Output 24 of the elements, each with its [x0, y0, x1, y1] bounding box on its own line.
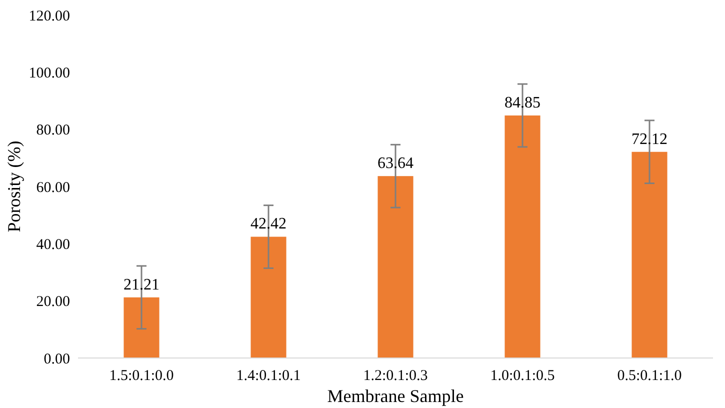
bar [250, 236, 286, 358]
x-tick-label: 1.4:0.1:0.1 [236, 368, 301, 384]
x-axis-title: Membrane Sample [327, 386, 464, 406]
data-label: 21.21 [124, 276, 160, 294]
x-tick-label: 1.2:0.1:0.3 [363, 368, 428, 384]
y-tick-label: 80.00 [36, 122, 70, 139]
bar [504, 115, 540, 358]
y-tick-label: 0.00 [44, 351, 70, 368]
y-tick-label: 40.00 [36, 236, 70, 253]
y-tick-label: 60.00 [36, 180, 70, 196]
y-tick-label: 20.00 [36, 294, 70, 310]
bar [124, 297, 160, 358]
x-tick-label: 1.0:0.1:0.5 [490, 368, 555, 384]
data-label: 72.12 [632, 130, 668, 148]
y-tick-label: 120.00 [28, 8, 70, 24]
bar [378, 176, 414, 358]
bar [632, 152, 668, 358]
x-tick-label: 0.5:0.1:1.0 [617, 368, 682, 384]
y-axis-title: Porosity (%) [4, 140, 24, 232]
data-label: 84.85 [504, 94, 540, 112]
y-tick-label: 100.00 [28, 65, 70, 82]
x-tick-label: 1.5:0.1:0.0 [109, 368, 174, 384]
data-label: 42.42 [250, 216, 286, 233]
data-label: 63.64 [378, 155, 414, 172]
